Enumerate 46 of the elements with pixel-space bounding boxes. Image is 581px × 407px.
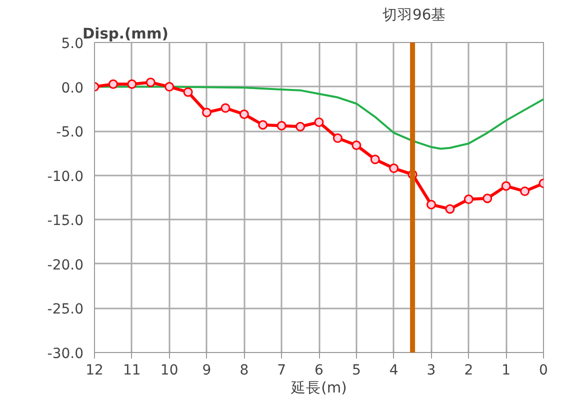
- x-axis-title: 延長(m): [290, 380, 347, 396]
- point: [220, 103, 230, 113]
- x-tick-label: 10: [160, 362, 178, 378]
- point: [127, 79, 137, 89]
- x-tick-label: 9: [202, 362, 212, 378]
- point: [332, 133, 342, 143]
- point: [146, 78, 156, 88]
- x-tick-label: 12: [86, 362, 104, 378]
- x-tick-label: 1: [502, 362, 511, 378]
- x-tick-label: 2: [464, 362, 474, 378]
- x-tick-label: 5: [352, 362, 361, 378]
- point: [296, 122, 306, 132]
- y-axis-title: Disp.(mm): [82, 26, 168, 42]
- x-tick-label: 6: [314, 362, 324, 378]
- x-tick-label: 8: [240, 362, 249, 378]
- x-tick-label: 4: [389, 362, 398, 378]
- x-tick-label: 11: [123, 362, 141, 378]
- point: [258, 120, 268, 130]
- x-tick-label: 7: [277, 362, 286, 378]
- point: [501, 181, 511, 191]
- y-tick-label: -5.0: [56, 124, 84, 141]
- ref-line-label: 切羽96基: [382, 6, 446, 24]
- x-tick-label: 0: [539, 362, 548, 378]
- point: [239, 110, 249, 119]
- point: [445, 204, 455, 214]
- point: [108, 79, 118, 89]
- point: [464, 194, 474, 204]
- y-tick-label: 0.0: [61, 80, 84, 96]
- y-tick-label: 5.0: [61, 36, 84, 52]
- y-tick-label: -25.0: [47, 302, 84, 318]
- point: [352, 140, 362, 150]
- y-tick-label: -20.0: [47, 257, 84, 274]
- point: [482, 194, 492, 204]
- y-tick-label: -30.0: [47, 346, 84, 362]
- y-tick-label: -15.0: [47, 213, 84, 230]
- point: [164, 82, 174, 92]
- point: [426, 200, 436, 210]
- point: [202, 108, 212, 118]
- x-tick-label: 3: [426, 362, 436, 378]
- point: [314, 117, 324, 127]
- point: [389, 164, 399, 174]
- y-tick-label: -10.0: [47, 168, 84, 185]
- point: [370, 154, 380, 164]
- point: [520, 186, 530, 196]
- point: [276, 121, 286, 130]
- point: [183, 87, 193, 97]
